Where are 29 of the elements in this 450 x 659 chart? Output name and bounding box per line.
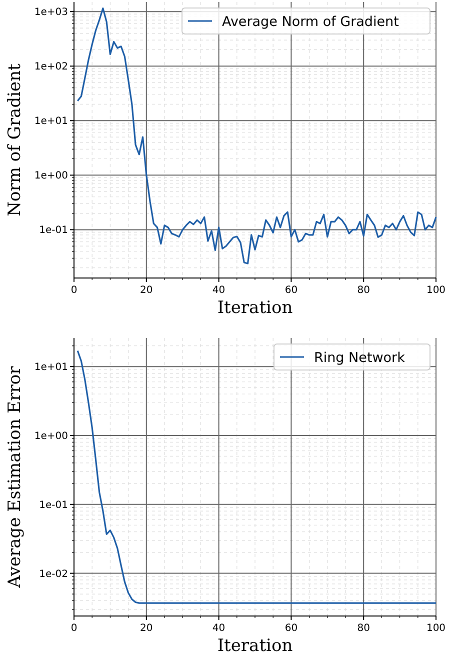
x-tick-label: 40 (212, 623, 226, 634)
y-tick-label: 1e+01 (34, 362, 68, 374)
y-tick-label: 1e+02 (34, 62, 68, 73)
x-axis-title: Iteration (217, 636, 293, 656)
x-axis-title: Iteration (217, 298, 293, 318)
x-tick-label: 80 (357, 285, 370, 296)
x-tick-label: 0 (70, 623, 78, 634)
x-tick-label: 60 (284, 623, 298, 634)
y-tick-label: 1e-02 (39, 568, 68, 580)
y-axis-title: Average Estimation Error (5, 365, 25, 589)
y-axis-title: Norm of Gradient (5, 63, 25, 216)
y-tick-label: 1e-01 (39, 500, 68, 511)
x-tick-label: 20 (140, 623, 153, 634)
y-tick-label: 1e+00 (34, 430, 68, 442)
legend-label: Average Norm of Gradient (222, 14, 399, 30)
legend-label: Ring Network (314, 350, 406, 366)
y-tick-label: 1e+00 (34, 170, 68, 182)
x-tick-label: 80 (357, 623, 370, 634)
line-series (76, 7, 437, 264)
x-tick-label: 100 (426, 285, 446, 296)
x-tick-label: 100 (426, 623, 446, 634)
x-tick-label: 0 (70, 285, 78, 296)
y-tick-label: 1e-01 (39, 225, 68, 236)
x-tick-label: 40 (212, 285, 226, 296)
x-tick-label: 60 (284, 285, 298, 296)
x-tick-label: 20 (140, 285, 153, 296)
y-tick-label: 1e+01 (34, 116, 68, 128)
line-series (76, 350, 437, 604)
y-tick-label: 1e+03 (34, 7, 68, 18)
